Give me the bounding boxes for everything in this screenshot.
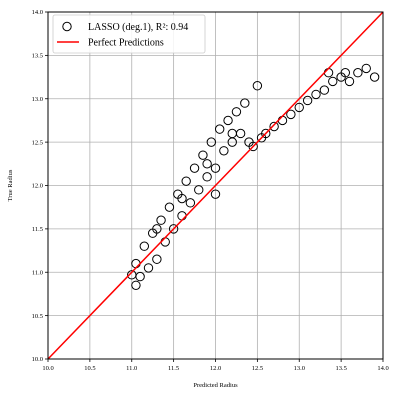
scatter-point [223, 115, 233, 126]
scatter-point [210, 163, 221, 173]
data-layer [47, 11, 384, 360]
legend-marker-scatter [62, 21, 72, 32]
plot-frame [47, 11, 384, 360]
scatter-point [252, 81, 263, 91]
scatter-point [210, 189, 221, 199]
scatter-point [302, 95, 313, 106]
scatter-point [152, 224, 162, 234]
scatter-point [168, 224, 179, 234]
scatter-point [139, 241, 150, 251]
tick-layer: 10.0 10.5 11.0 11.5 12.0 12.5 13.0 13.5 14.0 10.0… [32, 9, 389, 372]
scatter-point [319, 85, 330, 95]
y-tick-label: 10.5 [32, 313, 43, 320]
y-axis-title: True Radius [7, 169, 14, 201]
x-axis-title: Predicted Radius [193, 382, 238, 389]
perfect-prediction-line [47, 11, 384, 360]
scatter-point [189, 163, 200, 173]
scatter-point [177, 193, 187, 204]
y-tick-label: 13.5 [32, 53, 43, 60]
scatter-point [353, 68, 363, 78]
scatter-point [248, 141, 258, 152]
scatter-point [143, 263, 154, 273]
x-tick-label: 11.5 [168, 365, 179, 372]
x-tick-label: 13.5 [335, 365, 346, 372]
scatter-point [185, 198, 196, 208]
scatter-point [227, 128, 237, 139]
scatter-point [361, 63, 371, 74]
y-tick-label: 12.0 [32, 183, 43, 190]
y-tick-label: 10.0 [32, 356, 43, 363]
x-tick-label: 14.0 [377, 365, 388, 372]
scatter-point [344, 76, 355, 87]
scatter-point [219, 146, 229, 156]
scatter-point [340, 68, 351, 78]
y-tick-label: 11.5 [32, 226, 43, 233]
scatter-point [202, 172, 212, 182]
scatter-point [328, 76, 338, 87]
scatter-point [152, 254, 162, 264]
legend: LASSO (deg.1), R²: 0.94 Perfect Predicti… [52, 14, 206, 54]
y-tick-label: 12.5 [32, 139, 43, 146]
legend-label-scatter: LASSO (deg.1), R²: 0.94 [88, 22, 188, 33]
y-tick-label: 13.0 [32, 96, 43, 103]
y-tick-label: 14.0 [32, 9, 43, 16]
scatter-point [261, 128, 271, 139]
x-tick-label: 10.5 [84, 365, 95, 372]
scatter-point [198, 150, 208, 160]
scatter-point [369, 72, 380, 82]
scatter-point [240, 98, 250, 108]
scatter-point [269, 121, 279, 132]
scatter-point [135, 271, 145, 282]
legend-label-line: Perfect Predictions [88, 38, 164, 49]
x-tick-label: 10.0 [42, 365, 53, 372]
x-tick-label: 13.0 [294, 365, 305, 372]
scatter-point [131, 280, 141, 290]
scatter-point [311, 89, 321, 100]
scatter-point [202, 159, 212, 169]
scatter-point [214, 124, 225, 134]
scatter-point [194, 185, 204, 195]
scatter-point [231, 107, 242, 117]
legend-box [52, 14, 206, 54]
scatter-point [206, 137, 217, 147]
scatter-point [181, 176, 191, 186]
x-tick-label: 12.0 [210, 365, 221, 372]
x-tick-label: 11.0 [126, 365, 137, 372]
x-tick-label: 12.5 [252, 365, 263, 372]
y-tick-label: 11.0 [32, 269, 43, 276]
scatter-point [164, 202, 175, 212]
scatter-point [286, 109, 296, 120]
scatter-point [156, 215, 166, 225]
scatter-point [294, 102, 304, 113]
